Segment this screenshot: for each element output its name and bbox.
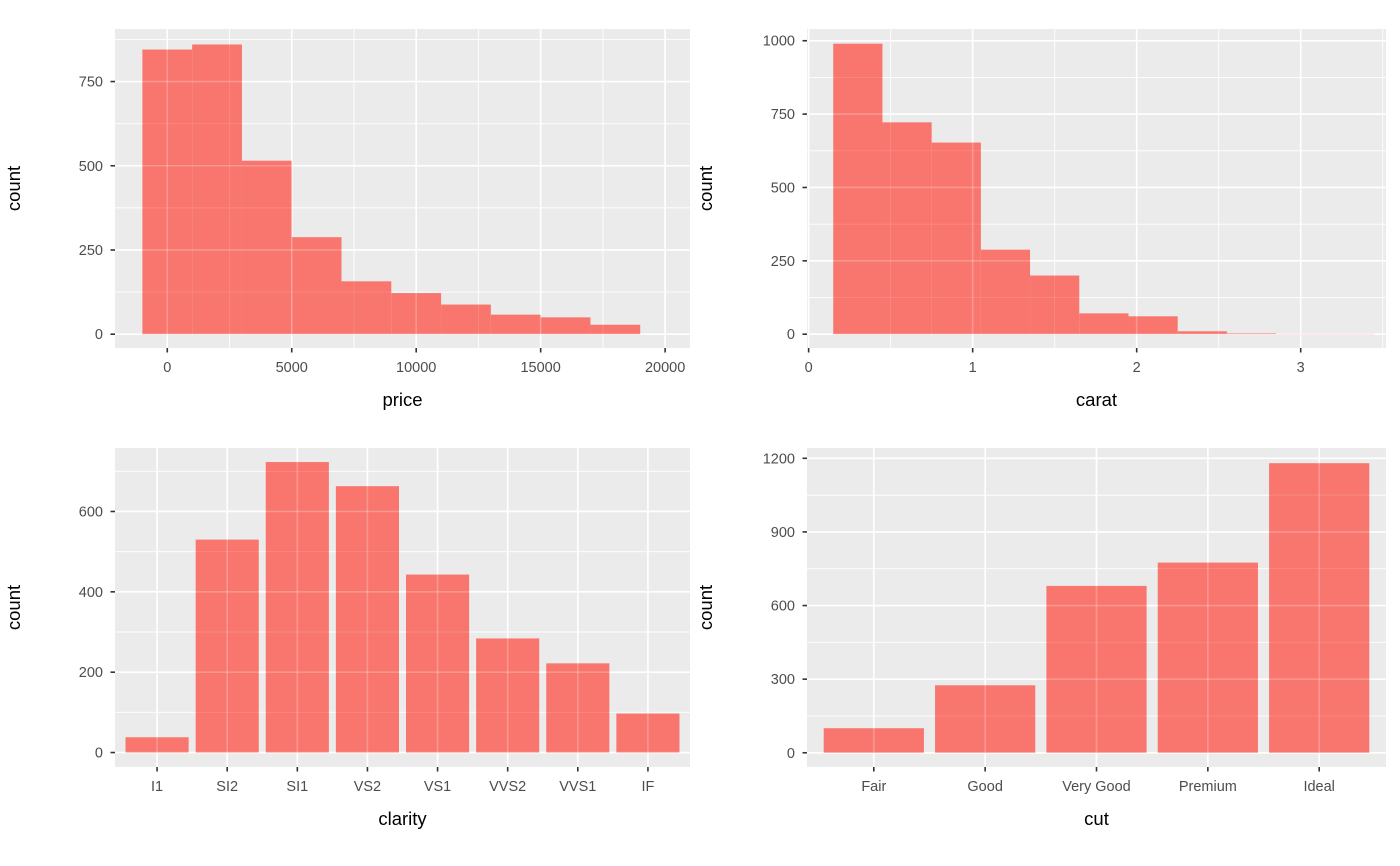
y-tick-label: 600 — [771, 599, 795, 615]
category-bar — [406, 574, 470, 753]
x-tick-label: SI2 — [216, 779, 238, 795]
y-tick-label: 750 — [771, 107, 795, 123]
category-bar — [125, 737, 189, 753]
category-bar — [616, 713, 680, 753]
histogram-bar — [391, 293, 442, 335]
y-tick-label: 1200 — [763, 451, 795, 467]
y-tick-label: 500 — [79, 159, 103, 175]
y-tick-label: 0 — [95, 327, 103, 343]
category-bar — [1269, 463, 1370, 753]
x-tick-label: VVS2 — [489, 779, 526, 795]
x-tick-label: IF — [641, 779, 654, 795]
y-axis-title: count — [700, 585, 716, 630]
x-tick-label: 1 — [969, 360, 977, 376]
x-tick-label: 10000 — [396, 360, 436, 376]
x-tick-label: I1 — [151, 779, 163, 795]
cut-bar-chart-svg: Fair Good Very Good Premium Ideal 0 300 600 900 1… — [700, 448, 1386, 829]
y-tick-label: 0 — [95, 746, 103, 762]
y-tick-label: 600 — [79, 504, 103, 520]
x-tick-label: Fair — [861, 779, 886, 795]
x-tick-label: 20000 — [645, 360, 685, 376]
y-axis-title: count — [700, 166, 716, 211]
chart-carat-histogram: 0 1 2 3 0 250 500 750 1000 carat count — [700, 0, 1400, 433]
histogram-bar — [931, 142, 981, 335]
histogram-bar — [833, 43, 883, 335]
carat-histogram-svg: 0 1 2 3 0 250 500 750 1000 carat count — [700, 29, 1386, 410]
y-tick-label: 900 — [771, 525, 795, 541]
x-tick-label: SI1 — [286, 779, 308, 795]
category-bar — [1157, 562, 1258, 753]
y-tick-label: 250 — [79, 243, 103, 259]
category-bar — [546, 663, 610, 753]
x-tick-label: 0 — [805, 360, 813, 376]
x-tick-label: VS1 — [424, 779, 451, 795]
category-bar — [195, 539, 259, 753]
histogram-bar — [1226, 333, 1277, 335]
category-bar — [823, 728, 924, 753]
category-bar — [1046, 585, 1147, 753]
histogram-bar — [490, 314, 541, 335]
y-tick-label: 250 — [771, 254, 795, 270]
x-tick-label: Good — [967, 779, 1002, 795]
x-tick-label: 2 — [1133, 360, 1141, 376]
y-tick-label: 400 — [79, 585, 103, 601]
clarity-bar-chart-svg: I1 SI2 SI1 VS2 VS1 VVS2 VVS1 IF 0 200 400 600 clarit… — [3, 448, 690, 829]
x-tick-label: 0 — [163, 360, 171, 376]
x-axis-title: price — [382, 389, 422, 410]
x-tick-label: VS2 — [354, 779, 381, 795]
category-bar — [335, 486, 399, 753]
chart-price-histogram: 0 5000 10000 15000 20000 0 250 500 750 price count — [0, 0, 700, 433]
histogram-bar — [341, 281, 392, 335]
histogram-bar — [241, 160, 292, 335]
x-tick-label: Very Good — [1062, 779, 1131, 795]
y-tick-label: 500 — [771, 180, 795, 196]
histogram-bar — [882, 122, 932, 335]
y-tick-label: 300 — [771, 672, 795, 688]
histogram-bar — [441, 304, 491, 335]
histogram-bar — [980, 249, 1031, 335]
y-tick-label: 1000 — [763, 34, 795, 50]
y-axis-title: count — [3, 166, 24, 211]
histogram-bar — [1079, 313, 1129, 335]
price-histogram-svg: 0 5000 10000 15000 20000 0 250 500 750 price count — [3, 29, 690, 410]
x-tick-label: VVS1 — [559, 779, 596, 795]
x-tick-label: 15000 — [520, 360, 560, 376]
category-bar — [476, 638, 540, 753]
x-tick-label: 5000 — [276, 360, 308, 376]
y-tick-label: 750 — [79, 75, 103, 91]
chart-cut-bar: Fair Good Very Good Premium Ideal 0 300 600 900 1… — [700, 433, 1400, 866]
chart-clarity-bar: I1 SI2 SI1 VS2 VS1 VVS2 VVS1 IF 0 200 400 600 clarit… — [0, 433, 700, 866]
histogram-bar — [192, 44, 242, 335]
y-tick-label: 0 — [787, 746, 795, 762]
category-bar — [935, 685, 1036, 753]
histogram-bar — [1177, 331, 1227, 335]
category-bar — [265, 462, 329, 753]
histogram-bar — [142, 49, 193, 335]
histogram-bar — [291, 237, 342, 335]
y-tick-label: 200 — [79, 665, 103, 681]
x-tick-label: Premium — [1179, 779, 1237, 795]
histogram-bar — [590, 324, 641, 335]
x-axis-title: clarity — [378, 808, 427, 829]
x-tick-label: 3 — [1297, 360, 1305, 376]
y-tick-label: 0 — [787, 327, 795, 343]
histogram-bar — [1030, 275, 1080, 335]
x-axis-title: carat — [1076, 389, 1117, 410]
x-axis-title: cut — [1084, 808, 1109, 829]
histogram-bar — [1128, 316, 1178, 335]
x-tick-label: Ideal — [1303, 779, 1334, 795]
histogram-bar — [540, 317, 591, 335]
y-axis-title: count — [3, 585, 24, 630]
